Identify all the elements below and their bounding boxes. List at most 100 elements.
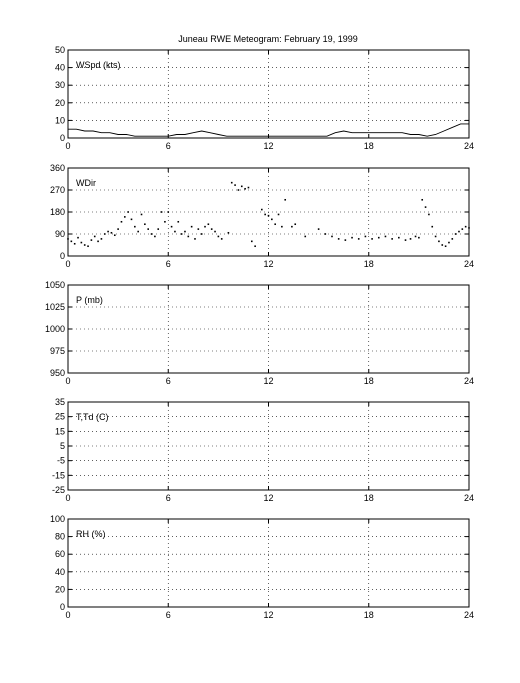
data-point: [454, 233, 457, 235]
data-point: [87, 245, 89, 248]
data-point: [364, 235, 367, 238]
panel-label: WDir: [76, 178, 96, 188]
data-point: [304, 235, 307, 238]
y-tick-label: 270: [50, 185, 65, 195]
y-tick-label: 180: [50, 207, 65, 217]
data-point: [264, 213, 266, 216]
data-point: [451, 238, 454, 240]
y-tick-label: 0: [60, 133, 65, 143]
data-point: [237, 189, 240, 191]
y-tick-label: 25: [55, 412, 65, 422]
y-tick-label: 1025: [45, 302, 65, 312]
data-point: [351, 236, 353, 239]
data-point: [281, 225, 283, 228]
data-point: [384, 235, 387, 238]
panel-relative-humidity: 0 20 40 60 80 100 0 6 12 18 24 RH (%): [50, 514, 474, 620]
data-point: [180, 233, 183, 235]
y-tick-label: 360: [50, 163, 65, 173]
data-point: [468, 227, 470, 229]
data-point: [244, 187, 246, 190]
data-point: [391, 238, 393, 240]
data-point: [461, 228, 464, 230]
x-tick-label: 6: [166, 493, 171, 503]
x-tick-label: 6: [166, 141, 171, 151]
data-point: [398, 236, 400, 239]
data-point: [187, 235, 190, 238]
data-point: [214, 230, 216, 233]
x-tick-label: 24: [464, 610, 474, 620]
data-point: [331, 235, 333, 238]
x-tick-label: 12: [263, 610, 273, 620]
data-point: [93, 235, 96, 238]
y-tick-label: 30: [55, 80, 65, 90]
data-point: [160, 211, 163, 213]
panel-wind-speed: 0 10 20 30 40 50 0 6 12 18 24 WSpd (kts): [55, 45, 474, 151]
data-point: [421, 198, 424, 201]
x-tick-label: 12: [263, 493, 273, 503]
x-tick-label: 0: [65, 141, 70, 151]
data-point: [177, 220, 180, 223]
data-point: [240, 185, 243, 188]
panel-label: T,Td (C): [76, 412, 109, 422]
data-point: [134, 225, 136, 228]
data-point: [277, 213, 280, 216]
y-tick-label: 40: [55, 567, 65, 577]
data-point: [204, 225, 206, 228]
y-tick-label: 20: [55, 98, 65, 108]
data-point: [371, 238, 373, 240]
data-point: [174, 230, 176, 233]
data-point: [154, 235, 156, 238]
data-point: [80, 241, 83, 244]
x-tick-label: 18: [364, 141, 374, 151]
data-point: [120, 220, 123, 223]
data-point: [103, 233, 106, 235]
data-point: [97, 240, 99, 243]
x-tick-label: 12: [263, 376, 273, 386]
x-tick-label: 12: [263, 259, 273, 269]
data-point: [404, 239, 407, 241]
x-tick-label: 24: [464, 493, 474, 503]
y-tick-label: 5: [60, 441, 65, 451]
data-point: [100, 238, 103, 240]
data-point: [200, 233, 203, 235]
data-point: [434, 235, 437, 238]
data-point: [164, 220, 166, 223]
data-point: [184, 230, 186, 233]
data-point: [441, 244, 444, 246]
y-tick-label: 975: [50, 346, 65, 356]
data-point: [271, 218, 273, 221]
y-tick-label: 90: [55, 229, 65, 239]
data-point: [70, 240, 73, 243]
data-point: [344, 239, 347, 241]
y-tick-label: 35: [55, 397, 65, 407]
data-point: [261, 208, 263, 211]
figure-title: Juneau RWE Meteogram: February 19, 1999: [178, 34, 357, 44]
data-point: [414, 235, 417, 238]
data-point: [230, 181, 233, 184]
data-point: [157, 228, 160, 230]
y-tick-label: 40: [55, 63, 65, 73]
data-point: [227, 231, 230, 234]
x-tick-label: 24: [464, 259, 474, 269]
data-point: [247, 186, 250, 189]
data-point: [291, 225, 293, 228]
y-tick-label: 20: [55, 584, 65, 594]
data-point: [254, 245, 256, 248]
x-tick-label: 0: [65, 259, 70, 269]
data-point: [137, 230, 139, 233]
data-point: [424, 206, 427, 208]
data-point: [284, 198, 287, 201]
x-tick-label: 6: [166, 376, 171, 386]
y-tick-label: 100: [50, 514, 65, 524]
panel-label: WSpd (kts): [76, 60, 121, 70]
y-tick-label: 1000: [45, 324, 65, 334]
data-point: [428, 213, 430, 216]
data-point: [77, 236, 79, 239]
data-point: [267, 214, 270, 217]
data-point: [409, 238, 412, 240]
data-point: [113, 234, 116, 237]
panel-pressure: 950 975 1000 1025 1050 0 6 12 18 24 P (mb): [45, 280, 474, 386]
x-tick-label: 24: [464, 376, 474, 386]
x-tick-label: 18: [364, 610, 374, 620]
x-tick-label: 18: [364, 259, 374, 269]
